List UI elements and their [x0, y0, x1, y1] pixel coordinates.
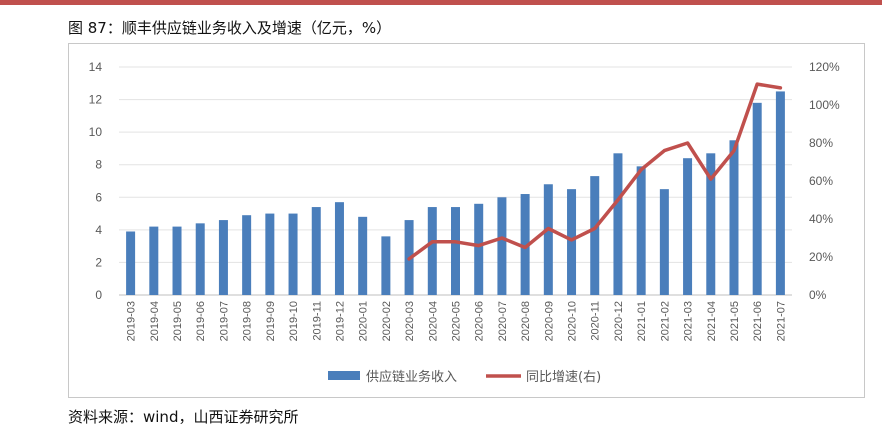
- bar: [358, 216, 368, 295]
- x-tick-label: 2020-01: [358, 301, 370, 341]
- y-left-tick-label: 10: [89, 125, 103, 139]
- y-left-tick-label: 0: [95, 288, 102, 302]
- bar: [683, 158, 693, 295]
- bar: [334, 202, 344, 295]
- growth-point: [662, 149, 666, 153]
- x-tick-label: 2019-09: [265, 301, 277, 341]
- bar: [636, 166, 646, 295]
- growth-point: [500, 236, 504, 240]
- legend-label-bar: 供应链业务收入: [366, 369, 457, 385]
- x-tick-label: 2021-02: [659, 301, 671, 341]
- bar: [706, 153, 716, 295]
- x-tick-label: 2020-09: [543, 301, 555, 341]
- x-tick-label: 2021-05: [729, 301, 741, 341]
- bar: [520, 194, 530, 295]
- x-tick-label: 2019-06: [195, 301, 207, 341]
- bar: [288, 213, 298, 295]
- x-tick-label: 2019-12: [334, 301, 346, 341]
- bar: [613, 153, 623, 295]
- chart-svg: 0 2 4 6 8 10 12 14 0% 20% 40% 60% 80% 100% 120% 2019-03…: [89, 60, 840, 385]
- y-left-tick-label: 12: [89, 93, 103, 107]
- bar: [311, 207, 321, 295]
- y-right-tick-label: 0%: [809, 288, 827, 302]
- y-right-tick-label: 80%: [809, 136, 833, 150]
- growth-point: [570, 238, 574, 242]
- x-tick-label: 2020-05: [451, 301, 463, 341]
- x-tick-label: 2019-10: [288, 301, 300, 341]
- bar: [195, 223, 205, 295]
- bar: [567, 189, 577, 295]
- x-tick-label: 2019-07: [218, 301, 230, 341]
- y-left-tick-label: 6: [95, 190, 102, 204]
- source-note: 资料来源：wind，山西证券研究所: [68, 408, 299, 426]
- growth-point: [523, 246, 527, 249]
- bar: [381, 236, 391, 295]
- y-left-tick-label: 2: [95, 255, 102, 269]
- growth-point: [454, 240, 457, 244]
- growth-point: [755, 82, 759, 86]
- growth-point: [639, 168, 643, 172]
- bar: [126, 231, 136, 295]
- x-tick-label: 2019-11: [311, 301, 323, 341]
- x-tick-label: 2019-05: [172, 301, 184, 341]
- bar: [474, 203, 484, 295]
- bar: [149, 226, 159, 295]
- chart-frame: 0 2 4 6 8 10 12 14 0% 20% 40% 60% 80% 100% 120% 2019-03…: [68, 43, 865, 398]
- x-tick-label: 2020-03: [404, 301, 416, 341]
- growth-point: [709, 177, 713, 181]
- x-tick-label: 2019-04: [149, 301, 161, 341]
- bar: [172, 226, 182, 295]
- y-right-tick-label: 20%: [809, 250, 833, 264]
- growth-point: [430, 240, 434, 244]
- growth-point: [546, 227, 550, 230]
- x-tick-label: 2021-03: [683, 301, 695, 341]
- y-left-tick-label: 14: [89, 60, 103, 74]
- x-tick-label: 2021-07: [775, 301, 787, 341]
- y-right-tick-label: 40%: [809, 212, 833, 226]
- bar: [451, 207, 460, 295]
- growth-point: [477, 244, 481, 248]
- x-tick-label: 2021-04: [706, 301, 718, 341]
- growth-point: [686, 141, 690, 145]
- x-tick-label: 2020-07: [497, 301, 509, 341]
- bar: [543, 184, 553, 295]
- growth-point: [593, 227, 597, 230]
- x-tick-label: 2021-06: [752, 301, 764, 341]
- y-left-tick-label: 8: [95, 158, 102, 172]
- bar: [242, 215, 252, 295]
- growth-point: [616, 198, 620, 202]
- bar: [590, 176, 600, 295]
- x-tick-label: 2020-10: [567, 301, 579, 341]
- top-accent-rule: [0, 0, 882, 5]
- x-tick-label: 2020-12: [613, 301, 625, 341]
- legend-label-line: 同比增速(右): [526, 370, 601, 385]
- x-tick-label: 2020-08: [520, 301, 532, 341]
- growth-point: [407, 257, 411, 261]
- bar: [427, 207, 437, 295]
- y-right-tick-label: 120%: [809, 60, 840, 74]
- legend-swatch-bar: [328, 371, 360, 380]
- bar: [218, 220, 228, 295]
- growth-point: [732, 149, 736, 153]
- bar: [265, 213, 275, 295]
- bar: [659, 189, 669, 295]
- x-tick-label: 2020-04: [427, 301, 439, 341]
- bar: [497, 197, 507, 295]
- x-tick-label: 2020-02: [381, 301, 393, 341]
- figure-title: 图 87：顺丰供应链业务收入及增速（亿元，%）: [68, 19, 392, 37]
- x-tick-label: 2020-06: [474, 301, 486, 341]
- x-tick-label: 2019-08: [242, 301, 254, 341]
- growth-point: [778, 86, 782, 90]
- y-left-tick-label: 4: [95, 223, 102, 237]
- bar: [775, 91, 785, 295]
- x-tick-label: 2019-03: [126, 301, 138, 341]
- y-right-tick-label: 100%: [809, 98, 840, 112]
- bar: [752, 102, 762, 295]
- y-right-tick-label: 60%: [809, 174, 833, 188]
- x-tick-label: 2020-11: [590, 301, 602, 341]
- x-tick-label: 2021-01: [636, 301, 648, 341]
- bar: [729, 140, 739, 295]
